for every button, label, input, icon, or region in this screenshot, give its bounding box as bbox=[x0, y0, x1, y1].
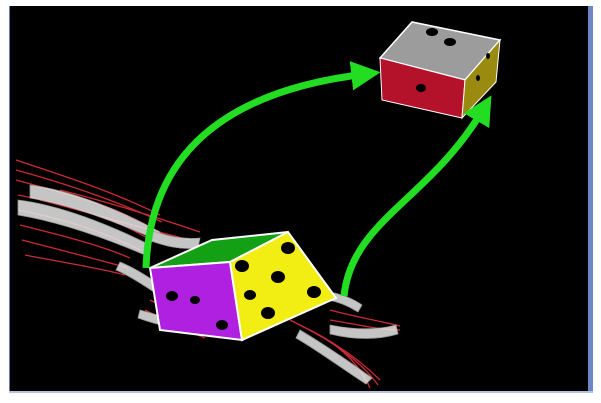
arrow-icon bbox=[340, 95, 492, 297]
frame-border-left bbox=[9, 6, 10, 393]
arrow-icon bbox=[142, 61, 381, 269]
arrows bbox=[142, 61, 492, 297]
robotic-hand-icon bbox=[15, 159, 401, 389]
frame-border-right bbox=[588, 6, 593, 393]
held-die-icon bbox=[148, 230, 338, 342]
target-die-icon bbox=[378, 21, 502, 120]
frame-border-bottom bbox=[9, 391, 593, 393]
